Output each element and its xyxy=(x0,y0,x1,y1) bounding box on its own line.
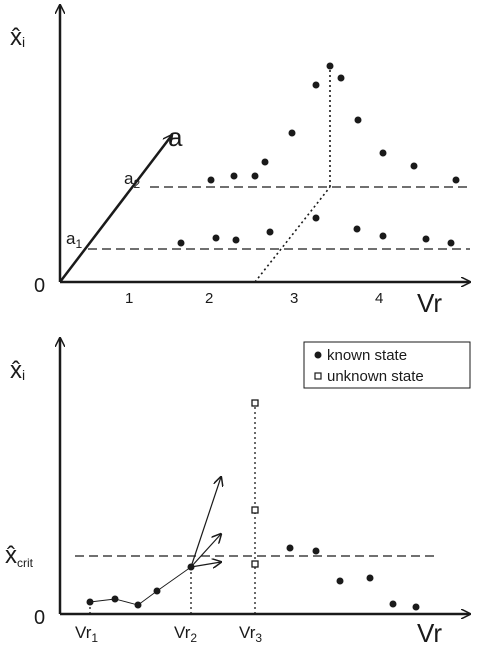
point xyxy=(422,235,430,243)
point xyxy=(336,577,344,585)
top-x-tick: 2 xyxy=(205,290,213,307)
bottom-panel: known state unknown state x̂i x̂crit 0 V… xyxy=(5,338,470,648)
point xyxy=(111,595,119,603)
top-y-axis-label: x̂i xyxy=(10,24,25,51)
filled-circle-icon xyxy=(314,351,322,359)
point xyxy=(187,563,195,571)
prediction-arrow xyxy=(190,477,221,568)
open-square-icon xyxy=(314,372,322,380)
point xyxy=(207,176,215,184)
point xyxy=(288,129,296,137)
point xyxy=(251,399,259,407)
point xyxy=(410,162,418,170)
point xyxy=(312,214,320,222)
unknown-state-points xyxy=(251,399,259,568)
top-diag-axis-label: a xyxy=(168,122,183,152)
point xyxy=(153,587,161,595)
top-x-tick: 1 xyxy=(125,290,133,307)
series-a2-points xyxy=(207,62,460,184)
point xyxy=(266,228,274,236)
legend-box xyxy=(303,341,471,389)
point xyxy=(212,234,220,242)
top-x-tick: 4 xyxy=(375,290,383,307)
point xyxy=(251,560,259,568)
top-diag-axis xyxy=(59,135,172,283)
critical-label: x̂crit xyxy=(5,542,34,570)
known-trajectory xyxy=(89,566,192,606)
point xyxy=(389,600,397,608)
point xyxy=(312,547,320,555)
point xyxy=(134,601,142,609)
bottom-x-tick: Vr1 xyxy=(75,623,98,645)
point xyxy=(366,574,374,582)
bottom-x-tick: Vr2 xyxy=(174,623,197,645)
point xyxy=(379,232,387,240)
bottom-y-axis-label: x̂i xyxy=(10,357,25,384)
top-x-axis-label: Vr xyxy=(417,288,442,318)
top-panel: x̂i a a2 a1 0 1 2 3 4 Vr xyxy=(10,5,470,318)
point xyxy=(452,176,460,184)
known-state-points xyxy=(86,544,420,611)
point xyxy=(230,172,238,180)
point xyxy=(412,603,420,611)
point xyxy=(286,544,294,552)
point xyxy=(312,81,320,89)
point xyxy=(232,236,240,244)
point xyxy=(447,239,455,247)
top-origin-label: 0 xyxy=(34,275,45,297)
prediction-arrow xyxy=(190,562,221,567)
point xyxy=(251,172,259,180)
bottom-x-tick: Vr3 xyxy=(239,623,262,645)
point xyxy=(86,598,94,606)
level-label-a1: a1 xyxy=(66,229,82,251)
bottom-x-axis-label: Vr xyxy=(417,618,442,648)
point xyxy=(261,158,269,166)
level-label-a2: a2 xyxy=(124,169,140,191)
point xyxy=(177,239,185,247)
point xyxy=(251,506,259,514)
legend-label-known: known state xyxy=(327,347,407,364)
legend-label-unknown: unknown state xyxy=(327,368,424,385)
point xyxy=(354,116,362,124)
projection-diagonal xyxy=(254,186,331,283)
point xyxy=(326,62,334,70)
point xyxy=(379,149,387,157)
bottom-origin-label: 0 xyxy=(34,607,45,629)
series-a1-points xyxy=(177,214,455,247)
prediction-arrow xyxy=(190,534,221,568)
legend: known state unknown state xyxy=(303,341,471,389)
point xyxy=(337,74,345,82)
point xyxy=(353,225,361,233)
top-x-tick: 3 xyxy=(290,290,298,307)
